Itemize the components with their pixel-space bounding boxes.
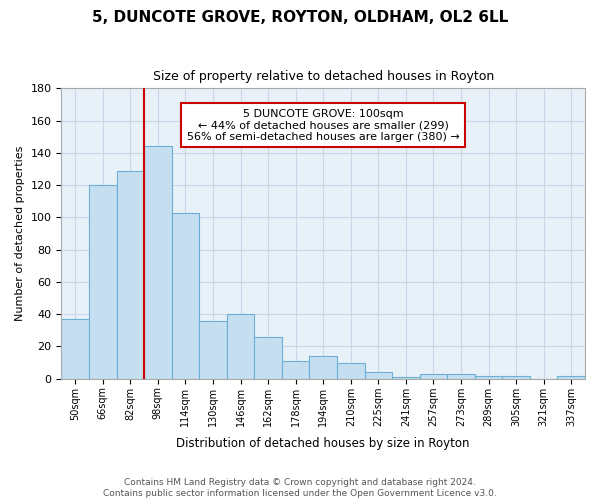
Bar — [61, 319, 89, 379]
Bar — [310, 356, 337, 379]
Bar — [282, 361, 310, 379]
X-axis label: Distribution of detached houses by size in Royton: Distribution of detached houses by size … — [176, 437, 470, 450]
Bar — [172, 212, 199, 379]
Bar — [447, 374, 475, 379]
Y-axis label: Number of detached properties: Number of detached properties — [15, 146, 25, 321]
Bar — [89, 185, 116, 379]
Bar — [144, 146, 172, 379]
Bar — [419, 374, 447, 379]
Bar — [557, 376, 585, 379]
Bar — [392, 377, 419, 379]
Bar — [116, 170, 144, 379]
Bar — [199, 320, 227, 379]
Bar — [337, 362, 365, 379]
Text: 5 DUNCOTE GROVE: 100sqm
← 44% of detached houses are smaller (299)
56% of semi-d: 5 DUNCOTE GROVE: 100sqm ← 44% of detache… — [187, 108, 460, 142]
Text: 5, DUNCOTE GROVE, ROYTON, OLDHAM, OL2 6LL: 5, DUNCOTE GROVE, ROYTON, OLDHAM, OL2 6L… — [92, 10, 508, 25]
Bar — [227, 314, 254, 379]
Bar — [475, 376, 502, 379]
Bar — [254, 337, 282, 379]
Text: Contains HM Land Registry data © Crown copyright and database right 2024.
Contai: Contains HM Land Registry data © Crown c… — [103, 478, 497, 498]
Title: Size of property relative to detached houses in Royton: Size of property relative to detached ho… — [152, 70, 494, 83]
Bar — [365, 372, 392, 379]
Bar — [502, 376, 530, 379]
